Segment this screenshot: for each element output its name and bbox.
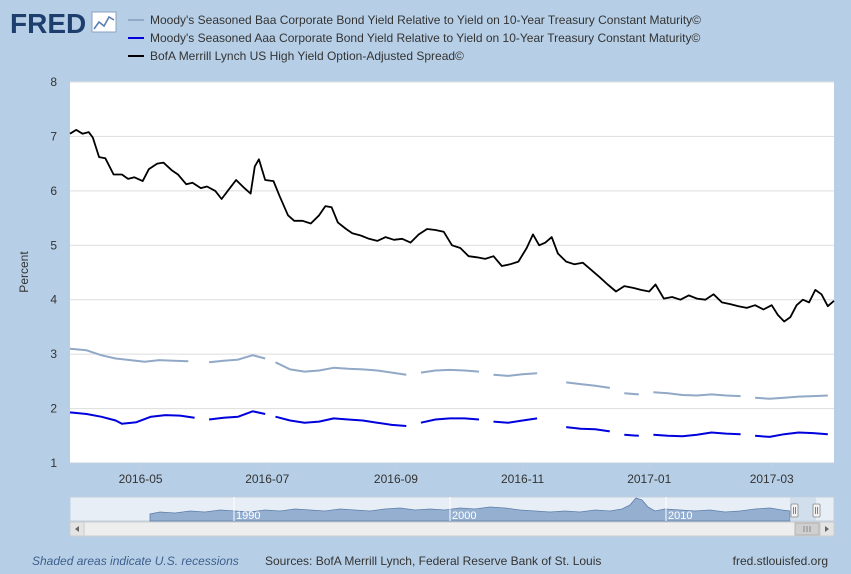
y-tick-label: 4 [50, 293, 57, 307]
legend-item[interactable]: BofA Merrill Lynch US High Yield Option-… [128, 49, 464, 63]
scrollbar-thumb[interactable] [794, 522, 820, 536]
navigator-history-area [149, 497, 791, 522]
navigator-year-label: 2000 [452, 510, 476, 522]
chart-legend: Moody's Seasoned Baa Corporate Bond Yiel… [128, 13, 701, 63]
series-line-2[interactable] [69, 410, 828, 438]
y-tick-label: 3 [50, 347, 57, 361]
x-axis-ticks: 2016-05 2016-07 2016-09 2016-11 2017-01 2017-… [70, 462, 834, 486]
y-tick-label: 2 [50, 402, 57, 416]
chevron-left-icon[interactable] [69, 521, 85, 537]
navigator-right-handle[interactable] [812, 503, 821, 518]
scrollbar-track[interactable] [69, 521, 835, 537]
legend-item[interactable]: Moody's Seasoned Baa Corporate Bond Yiel… [128, 13, 701, 27]
legend-label: Moody's Seasoned Baa Corporate Bond Yiel… [150, 13, 701, 27]
x-tick-label: 2016-07 [245, 472, 289, 486]
plot-area [70, 82, 834, 463]
x-tick-label: 2017-03 [750, 472, 794, 486]
series-line-3[interactable] [69, 129, 835, 323]
y-axis-title: Percent [17, 251, 31, 293]
y-tick-label: 7 [50, 129, 57, 143]
navigator-left-handle[interactable] [790, 503, 799, 518]
chevron-right-icon[interactable] [819, 521, 835, 537]
navigator-year-label: 2010 [668, 510, 692, 522]
range-navigator[interactable]: 1990 2000 2010 [69, 496, 835, 522]
legend-label: Moody's Seasoned Aaa Corporate Bond Yiel… [150, 31, 701, 45]
y-axis-ticks: 1 2 3 4 5 6 7 8 [50, 75, 57, 470]
y-tick-label: 6 [50, 184, 57, 198]
line-chart-icon [91, 11, 117, 33]
legend-item[interactable]: Moody's Seasoned Aaa Corporate Bond Yiel… [128, 31, 701, 45]
x-tick-label: 2017-01 [627, 472, 671, 486]
x-tick-label: 2016-11 [501, 472, 544, 486]
series-lines [69, 129, 835, 438]
navigator-year-label: 1990 [236, 510, 260, 522]
x-tick-label: 2016-05 [119, 472, 163, 486]
legend-label: BofA Merrill Lynch US High Yield Option-… [150, 49, 464, 63]
grip-icon [803, 526, 811, 532]
site-link[interactable]: fred.stlouisfed.org [733, 554, 828, 568]
y-tick-label: 8 [50, 75, 57, 89]
scrollbar[interactable] [69, 521, 835, 537]
x-tick-label: 2016-09 [374, 472, 418, 486]
navigator-year-labels: 1990 2000 2010 [233, 497, 692, 522]
recession-note: Shaded areas indicate U.S. recessions [32, 554, 239, 568]
y-tick-label: 5 [50, 238, 57, 252]
fred-logo-text: FRED [10, 8, 86, 39]
fred-logo[interactable]: FRED [10, 8, 117, 39]
series-line-1[interactable] [69, 347, 828, 400]
sources-text: Sources: BofA Merrill Lynch, Federal Res… [265, 554, 601, 568]
y-tick-label: 1 [50, 456, 57, 470]
